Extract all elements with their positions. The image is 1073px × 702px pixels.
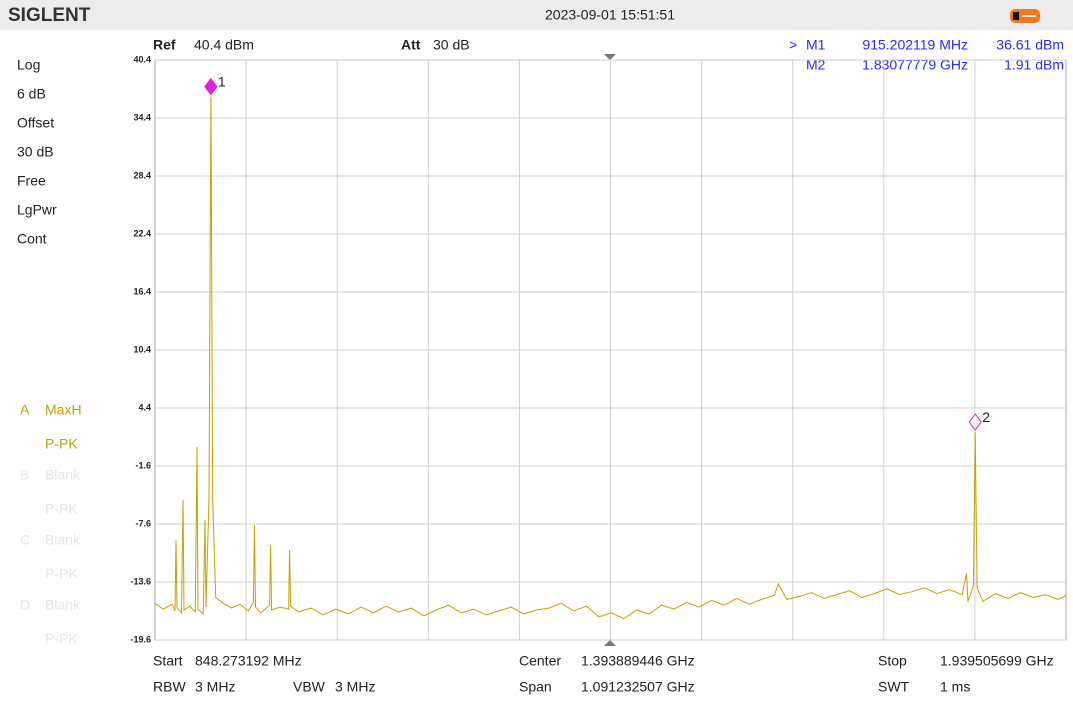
trace-letter: A (20, 402, 30, 418)
footer-label: RBW (153, 679, 186, 695)
footer-label: Span (519, 679, 552, 695)
trace-mode: Blank (45, 467, 81, 483)
footer-value: 3 MHz (195, 679, 235, 695)
footer-label: Center (519, 653, 561, 669)
y-tick-label: -13.6 (130, 576, 151, 586)
y-tick-label: 40.4 (133, 54, 151, 64)
center-triangle-bottom (604, 640, 616, 646)
footer-label: Start (153, 653, 183, 669)
marker-cursor: > (789, 37, 797, 53)
usb-icon (1010, 9, 1040, 23)
top-bar (0, 0, 1073, 30)
y-tick-label: 16.4 (133, 286, 151, 296)
trace-mode: MaxH (45, 402, 82, 418)
trace-mode: Blank (45, 597, 81, 613)
trace-letter: C (20, 532, 30, 548)
marker-amp: 36.61 dBm (996, 37, 1064, 53)
trace-detector: P-PK (45, 566, 78, 582)
marker-name: M2 (806, 57, 826, 73)
y-tick-label: -19.6 (130, 634, 151, 644)
marker-freq: 915.202119 MHz (862, 37, 968, 53)
footer-value: 1.393889446 GHz (581, 653, 695, 669)
marker-diamond (968, 413, 982, 431)
brand: SIGLENT (8, 5, 91, 26)
trace-detector: P-PK (45, 436, 78, 452)
y-tick-label: 4.4 (138, 402, 151, 412)
footer-label: Stop (878, 653, 907, 669)
y-tick-label: 28.4 (133, 170, 151, 180)
footer-value: 1.091232507 GHz (581, 679, 695, 695)
setting-label: 6 dB (17, 86, 46, 102)
footer-value: 1.939505699 GHz (940, 653, 1054, 669)
footer-label: SWT (878, 679, 910, 695)
setting-label: Offset (17, 115, 54, 131)
setting-label: Log (17, 57, 40, 73)
setting-label: 30 dB (17, 144, 54, 160)
y-tick-label: 22.4 (133, 228, 151, 238)
trace-letter: D (20, 597, 30, 613)
footer-value: 848.273192 MHz (195, 653, 302, 669)
footer-value: 3 MHz (335, 679, 375, 695)
marker-label: 1 (218, 73, 226, 89)
footer-value: 1 ms (940, 679, 970, 695)
marker-label: 2 (982, 409, 990, 425)
trace-line (154, 96, 1067, 620)
marker-diamond (204, 77, 218, 96)
setting-label: Free (17, 173, 46, 189)
trace-detector: P-PK (45, 501, 78, 517)
ref-value: 40.4 dBm (194, 37, 254, 53)
marker-freq: 1.83077779 GHz (862, 57, 968, 73)
center-triangle-top (604, 54, 616, 60)
trace-mode: Blank (45, 532, 81, 548)
trace-letter: B (20, 467, 29, 483)
footer-label: VBW (293, 679, 326, 695)
setting-label: Cont (17, 231, 47, 247)
setting-label: LgPwr (17, 202, 57, 218)
marker-amp: 1.91 dBm (1004, 57, 1064, 73)
trace-detector: P-PK (45, 631, 78, 647)
att-label: Att (401, 37, 421, 53)
y-tick-label: 10.4 (133, 344, 151, 354)
datetime: 2023-09-01 15:51:51 (545, 7, 675, 23)
y-tick-label: 34.4 (133, 112, 151, 122)
att-value: 30 dB (433, 37, 470, 53)
y-tick-label: -1.6 (135, 460, 151, 470)
marker-name: M1 (806, 37, 826, 53)
y-tick-label: -7.6 (135, 518, 151, 528)
ref-label: Ref (153, 37, 176, 53)
